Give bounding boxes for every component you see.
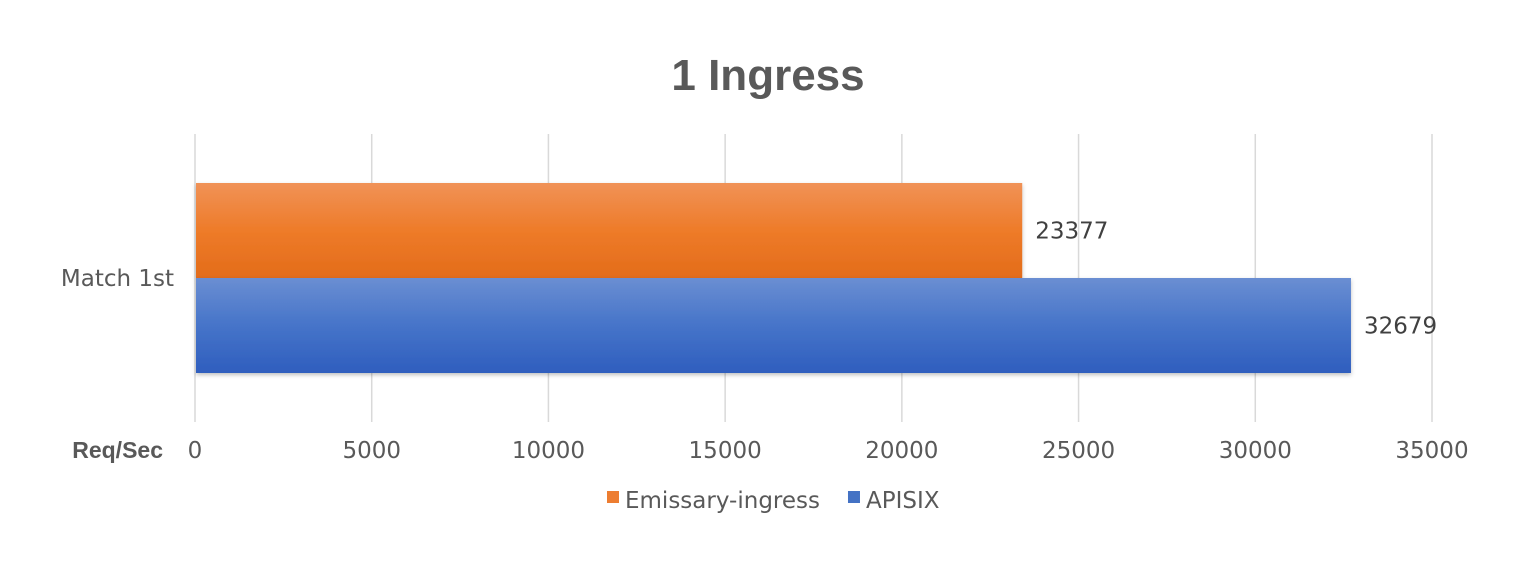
legend-label: Emissary-ingress	[625, 488, 820, 514]
x-tick-label: 30000	[1219, 438, 1292, 464]
category-axis: Match 1st	[61, 266, 174, 292]
legend: Emissary-ingress APISIX	[607, 488, 940, 514]
value-axis: 0 5000 10000 15000 20000 25000 30000 35000	[188, 438, 1469, 464]
x-tick-label: 10000	[512, 438, 585, 464]
data-label: 23377	[1035, 219, 1108, 245]
x-tick-label: 5000	[342, 438, 401, 464]
bar-emissary-ingress	[196, 183, 1023, 278]
x-axis-unit-label: Req/Sec	[72, 437, 163, 463]
bars	[196, 183, 1351, 373]
data-label: 32679	[1364, 314, 1437, 340]
category-label: Match 1st	[61, 266, 174, 292]
chart-title: 1 Ingress	[671, 51, 864, 100]
bar-apisix	[196, 278, 1351, 373]
legend-label: APISIX	[866, 488, 940, 514]
x-tick-label: 15000	[689, 438, 762, 464]
x-tick-label: 35000	[1395, 438, 1468, 464]
x-tick-label: 20000	[865, 438, 938, 464]
x-tick-label: 0	[188, 438, 203, 464]
legend-swatch	[607, 491, 619, 503]
x-tick-label: 25000	[1042, 438, 1115, 464]
legend-swatch	[847, 491, 860, 503]
data-labels: 23377 32679	[1035, 219, 1437, 340]
